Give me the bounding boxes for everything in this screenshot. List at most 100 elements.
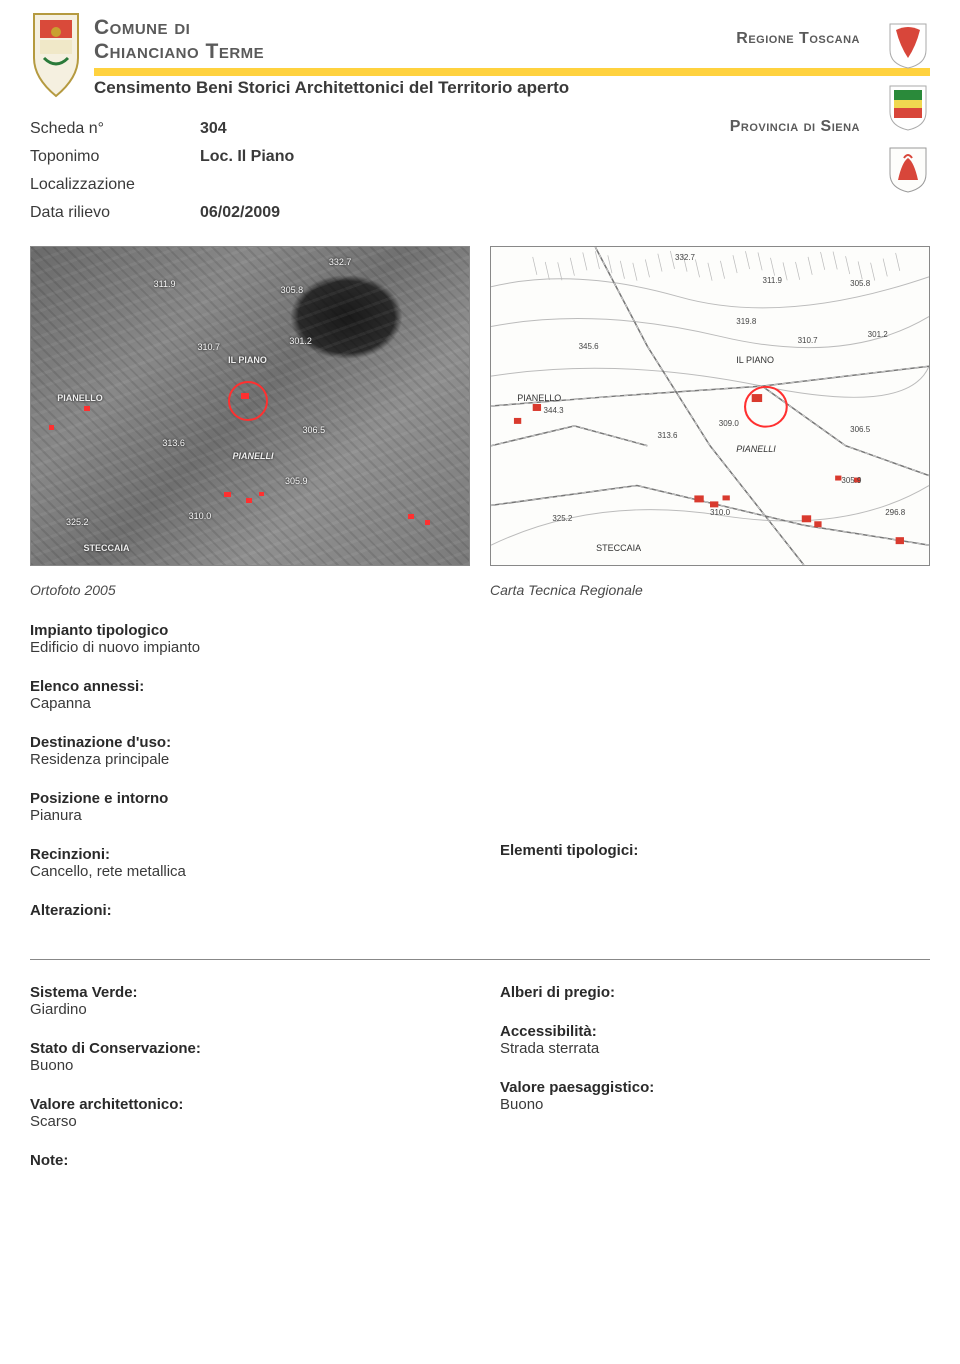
carta-elevation-num: 310.7 — [798, 336, 818, 345]
fields-lower: Sistema Verde: Giardino Stato di Conserv… — [30, 984, 930, 1191]
toponimo-label: Toponimo — [30, 148, 200, 166]
ortofoto-elevation-num: 305.9 — [285, 476, 308, 486]
access-label: Accessibilità: — [500, 1023, 930, 1040]
provincia-crest2-icon — [886, 144, 930, 194]
field-posizione: Posizione e intorno Pianura — [30, 790, 460, 824]
ortofoto-elevation-num: 313.6 — [162, 438, 185, 448]
regione-label: Regione Toscana — [730, 30, 860, 48]
carta-elevation-num: 319.8 — [736, 317, 756, 326]
field-impianto: Impianto tipologico Edificio di nuovo im… — [30, 622, 460, 656]
ortofoto-elevation-num: 301.2 — [289, 336, 312, 346]
access-value: Strada sterrata — [500, 1040, 930, 1057]
impianto-label: Impianto tipologico — [30, 622, 460, 639]
ortofoto-elevation-num: 325.2 — [66, 517, 89, 527]
fields-lower-left: Sistema Verde: Giardino Stato di Conserv… — [30, 984, 460, 1191]
ortofoto-elevation-num: 310.7 — [197, 342, 220, 352]
ortofoto-elevation-num: 306.5 — [303, 425, 326, 435]
field-alterazioni: Alterazioni: — [30, 902, 460, 919]
data-label: Data rilievo — [30, 204, 200, 222]
carta-place-label: PIANELLI — [736, 444, 776, 454]
posizione-label: Posizione e intorno — [30, 790, 460, 807]
stato-value: Buono — [30, 1057, 460, 1074]
valore-paes-value: Buono — [500, 1096, 930, 1113]
page: Comune di Chianciano Terme Censimento Be… — [0, 0, 960, 1221]
field-access: Accessibilità: Strada sterrata — [500, 1023, 930, 1057]
sistema-value: Giardino — [30, 1001, 460, 1018]
fields-left: Impianto tipologico Edificio di nuovo im… — [30, 622, 460, 941]
regione-crest-icon — [886, 20, 930, 70]
field-alberi: Alberi di pregio: — [500, 984, 930, 1001]
ortofoto-building-dot — [408, 514, 414, 519]
elenco-value: Capanna — [30, 695, 460, 712]
fields-upper: Impianto tipologico Edificio di nuovo im… — [30, 622, 930, 941]
comune-crest-icon — [30, 10, 82, 100]
recinzioni-label: Recinzioni: — [30, 846, 460, 863]
meta-row-localizzazione: Localizzazione — [30, 176, 930, 194]
ortofoto-place-label: PIANELLI — [232, 451, 273, 461]
ortofoto-elevation-num: 311.9 — [154, 279, 176, 289]
carta-caption: Carta Tecnica Regionale — [490, 582, 930, 598]
valore-arch-label: Valore architettonico: — [30, 1096, 460, 1113]
map-captions: Ortofoto 2005 Carta Tecnica Regionale — [30, 576, 930, 598]
ortofoto-building-dot — [84, 406, 90, 411]
ortofoto-place-label: STECCAIA — [84, 543, 130, 553]
carta-elevation-num: 311.9 — [763, 276, 782, 285]
sistema-label: Sistema Verde: — [30, 984, 460, 1001]
maps-row: IL PIANO PIANELLO PIANELLI STECCAIA 332.7 311… — [30, 246, 930, 566]
ortofoto-building-dot — [425, 520, 430, 525]
note-label: Note: — [30, 1152, 460, 1169]
carta-elevation-num: 306.5 — [850, 425, 870, 434]
posizione-value: Pianura — [30, 807, 460, 824]
ortofoto-building-dot — [259, 492, 264, 496]
carta-elevation-num: 344.3 — [544, 406, 564, 415]
carta-elevation-num: 345.6 — [579, 342, 599, 351]
field-recinzioni: Recinzioni: Cancello, rete metallica — [30, 846, 460, 880]
destinazione-value: Residenza principale — [30, 751, 460, 768]
right-crests — [886, 20, 930, 194]
ortofoto-elevation-num: 310.0 — [189, 511, 212, 521]
ortofoto-elevation-num: 332.7 — [329, 257, 352, 267]
impianto-value: Edificio di nuovo impianto — [30, 639, 460, 656]
ortofoto-building-dot — [246, 498, 252, 503]
alterazioni-label: Alterazioni: — [30, 902, 460, 919]
divider — [30, 959, 930, 960]
field-destinazione: Destinazione d'uso: Residenza principale — [30, 734, 460, 768]
ortofoto-elevation-num: 305.8 — [281, 285, 304, 295]
ortofoto-place-label: IL PIANO — [228, 355, 267, 365]
carta-elevation-num: 305.8 — [850, 279, 870, 288]
ortofoto-building-dot — [49, 425, 54, 430]
toponimo-value: Loc. Il Piano — [200, 148, 294, 166]
carta-place-label: PIANELLO — [517, 393, 561, 403]
elementi-label: Elementi tipologici: — [500, 842, 930, 859]
elenco-label: Elenco annessi: — [30, 678, 460, 695]
data-value: 06/02/2009 — [200, 204, 280, 222]
alberi-label: Alberi di pregio: — [500, 984, 930, 1001]
ortofoto-marker-circle — [228, 381, 268, 421]
provincia-label: Provincia di Siena — [730, 118, 860, 136]
carta-elevation-num: 309.0 — [719, 419, 739, 428]
provincia-crest-icon — [886, 82, 930, 132]
recinzioni-value: Cancello, rete metallica — [30, 863, 460, 880]
ortofoto-building-dot — [241, 393, 249, 399]
scheda-value: 304 — [200, 120, 227, 138]
field-valore-arch: Valore architettonico: Scarso — [30, 1096, 460, 1130]
ortofoto-map: IL PIANOPIANELLOPIANELLISTECCAIA332.7311… — [30, 246, 470, 566]
field-note: Note: — [30, 1152, 460, 1169]
carta-elevation-num: 325.2 — [552, 514, 572, 523]
meta-row-data: Data rilievo 06/02/2009 — [30, 204, 930, 222]
destinazione-label: Destinazione d'uso: — [30, 734, 460, 751]
field-elementi: Elementi tipologici: — [500, 842, 930, 859]
fields-right: Elementi tipologici: — [500, 622, 930, 941]
right-labels: Regione Toscana Provincia di Siena — [730, 30, 860, 136]
valore-arch-value: Scarso — [30, 1113, 460, 1130]
carta-place-label: STECCAIA — [596, 543, 641, 553]
valore-paes-label: Valore paesaggistico: — [500, 1079, 930, 1096]
field-valore-paes: Valore paesaggistico: Buono — [500, 1079, 930, 1113]
stato-label: Stato di Conservazione: — [30, 1040, 460, 1057]
field-elenco: Elenco annessi: Capanna — [30, 678, 460, 712]
header: Comune di Chianciano Terme Censimento Be… — [30, 10, 930, 100]
carta-elevation-num: 313.6 — [657, 431, 677, 440]
carta-place-label: IL PIANO — [736, 355, 774, 365]
carta-elevation-num: 310.0 — [710, 508, 730, 517]
carta-elevation-num: 305.9 — [841, 476, 861, 485]
